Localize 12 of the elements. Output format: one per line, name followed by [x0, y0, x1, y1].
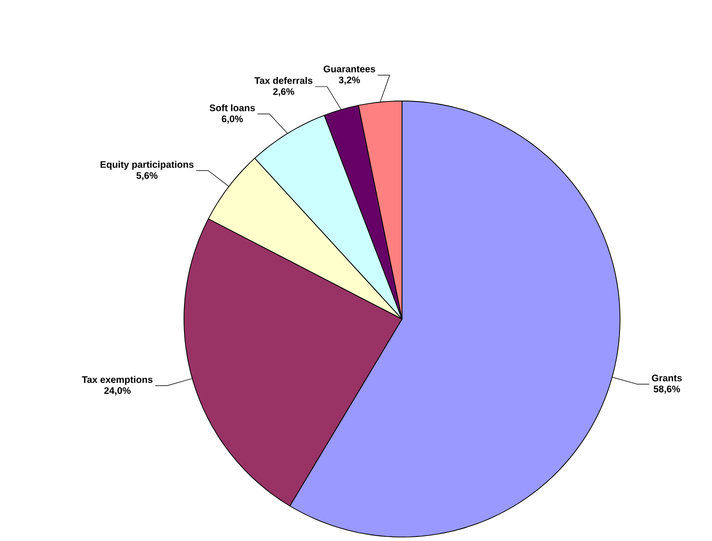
data-label: 24,0% — [104, 387, 131, 396]
slice-label: Grants — [652, 374, 682, 382]
data-label: 5,6% — [136, 172, 158, 180]
data-label: 3,2% — [338, 76, 360, 85]
slice-label: Equity participations — [100, 160, 194, 170]
data-label: 2,6% — [273, 88, 294, 96]
data-label: 58,6% — [654, 386, 680, 394]
slice-label: Tax deferrals — [254, 76, 312, 84]
data-label: 6,0% — [222, 116, 243, 124]
slice-label: Guarantees — [324, 66, 376, 72]
slice-label: Soft loans — [210, 104, 255, 112]
slice-label: Tax exemptions — [82, 376, 153, 385]
